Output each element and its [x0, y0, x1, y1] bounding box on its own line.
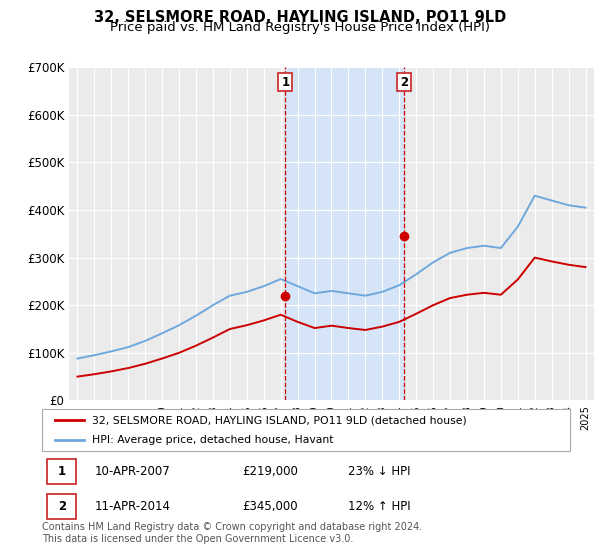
- FancyBboxPatch shape: [47, 459, 76, 484]
- Bar: [285, 67, 404, 400]
- Text: 12% ↑ HPI: 12% ↑ HPI: [348, 500, 411, 513]
- Text: 23% ↓ HPI: 23% ↓ HPI: [348, 465, 411, 478]
- FancyBboxPatch shape: [42, 409, 570, 451]
- Text: HPI: Average price, detached house, Havant: HPI: Average price, detached house, Hava…: [92, 435, 334, 445]
- Text: £345,000: £345,000: [242, 500, 298, 513]
- FancyBboxPatch shape: [47, 494, 76, 519]
- Text: £219,000: £219,000: [242, 465, 299, 478]
- Text: 1: 1: [58, 465, 66, 478]
- Text: 2: 2: [400, 76, 408, 88]
- Text: Contains HM Land Registry data © Crown copyright and database right 2024.
This d: Contains HM Land Registry data © Crown c…: [42, 522, 422, 544]
- Text: 10-APR-2007: 10-APR-2007: [95, 465, 170, 478]
- Text: Price paid vs. HM Land Registry's House Price Index (HPI): Price paid vs. HM Land Registry's House …: [110, 21, 490, 34]
- Text: 2: 2: [58, 500, 66, 513]
- Text: 11-APR-2014: 11-APR-2014: [95, 500, 171, 513]
- Text: 32, SELSMORE ROAD, HAYLING ISLAND, PO11 9LD: 32, SELSMORE ROAD, HAYLING ISLAND, PO11 …: [94, 10, 506, 25]
- Text: 32, SELSMORE ROAD, HAYLING ISLAND, PO11 9LD (detached house): 32, SELSMORE ROAD, HAYLING ISLAND, PO11 …: [92, 415, 467, 425]
- Text: 1: 1: [281, 76, 289, 88]
